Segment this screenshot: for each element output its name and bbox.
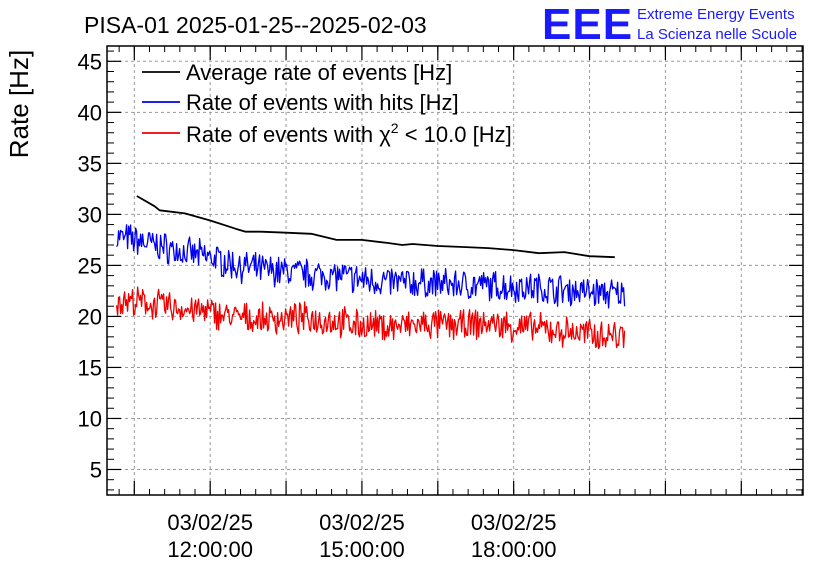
series-layer	[115, 195, 626, 350]
series-line-chi2	[115, 286, 626, 350]
axis-ticks	[107, 46, 803, 495]
y-tick-label: 5	[90, 457, 102, 482]
chart-title: PISA-01 2025-01-25--2025-02-03	[84, 12, 427, 38]
logo-line-1: Extreme Energy Events	[637, 6, 795, 23]
x-tick-date: 03/02/25	[319, 510, 405, 535]
series-line-hits	[116, 224, 626, 309]
x-tick-time: 18:00:00	[471, 537, 557, 562]
y-tick-label: 30	[78, 202, 102, 227]
legend-chi2-symbol: χ	[379, 122, 391, 147]
legend-label-average: Average rate of events [Hz]	[186, 60, 452, 85]
y-tick-labels: 5 10 15 20 25 30 35 40 45	[78, 49, 102, 482]
y-tick-label: 15	[78, 355, 102, 380]
y-tick-label: 10	[78, 406, 102, 431]
plot-frame	[106, 45, 804, 496]
x-tick-time: 15:00:00	[319, 537, 405, 562]
y-tick-label: 20	[78, 304, 102, 329]
eee-logo: EEE Extreme Energy Events La Scienza nel…	[542, 0, 797, 49]
legend-chi2-sup: 2	[391, 120, 399, 136]
y-tick-label: 40	[78, 100, 102, 125]
y-tick-label: 25	[78, 253, 102, 278]
legend-label-hits: Rate of events with hits [Hz]	[186, 90, 459, 115]
legend-label-chi2: Rate of events with χ2 < 10.0 [Hz]	[186, 120, 512, 147]
legend-chi2-main: Rate of events with	[186, 122, 379, 147]
logo-mark: EEE	[542, 0, 633, 49]
legend: Average rate of events [Hz] Rate of even…	[142, 60, 512, 147]
legend-chi2-tail: < 10.0 [Hz]	[399, 122, 512, 147]
y-axis-label: Rate [Hz]	[4, 50, 34, 158]
y-tick-label: 45	[78, 49, 102, 74]
x-tick-date: 03/02/25	[167, 510, 253, 535]
x-tick-labels: 03/02/2512:00:0003/02/2515:00:0003/02/25…	[167, 510, 556, 562]
x-tick-time: 12:00:00	[167, 537, 253, 562]
x-tick-date: 03/02/25	[471, 510, 557, 535]
series-line-average	[136, 195, 615, 259]
logo-line-2: La Scienza nelle Scuole	[637, 26, 797, 43]
y-tick-label: 35	[78, 151, 102, 176]
